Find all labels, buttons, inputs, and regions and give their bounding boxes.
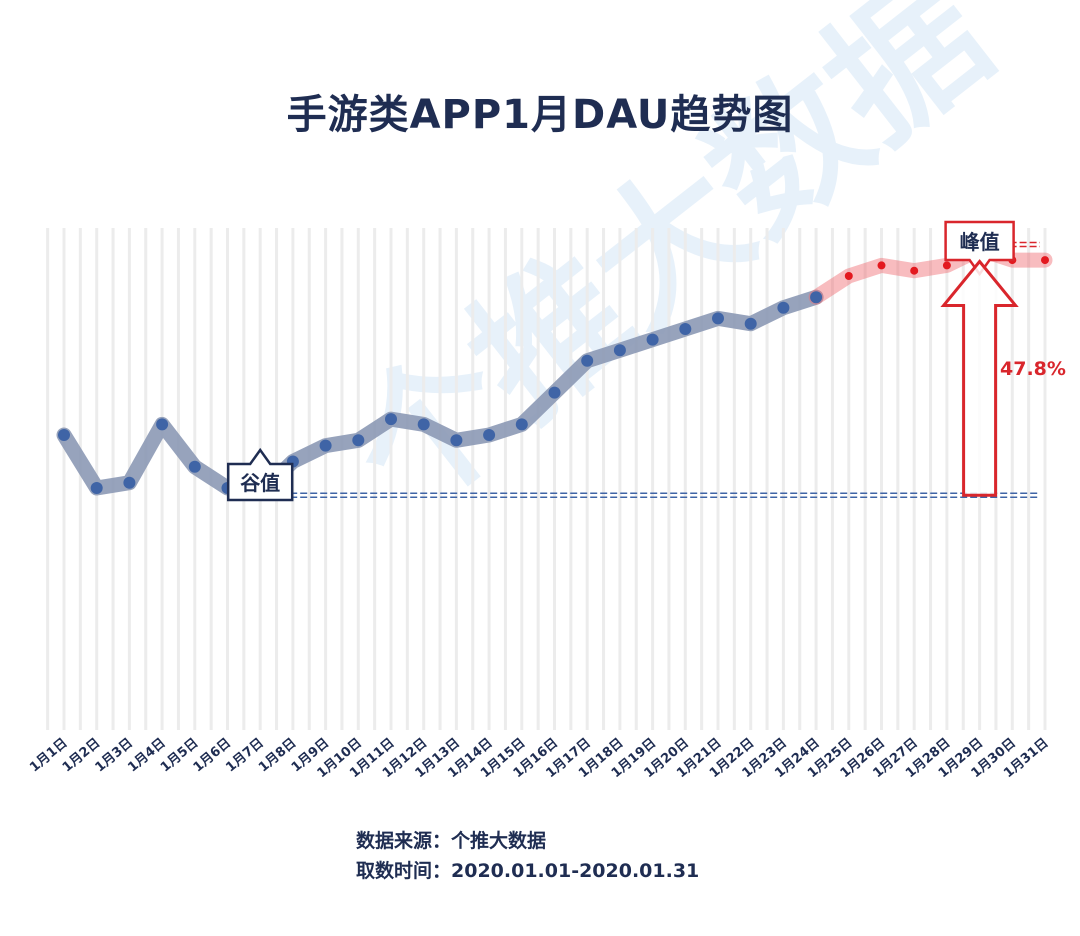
data-point [515,418,528,431]
x-axis-labels: 1月1日1月2日1月3日1月4日1月5日1月6日1月7日1月8日1月9日1月10… [27,736,1051,782]
data-point [90,482,103,494]
data-point [123,476,136,489]
data-point [744,317,757,330]
data-point [156,418,169,431]
annotations: 谷值 峰值 47.8% [226,220,1066,502]
data-point [352,434,365,447]
data-point [385,413,397,426]
data-point [942,261,951,270]
date-range-line: 取数时间：2020.01.01-2020.01.31 [356,860,700,882]
data-point [910,266,919,275]
data-point [810,291,823,304]
chart-title: 手游类APP1月DAU趋势图 [286,92,794,138]
source-note: 数据来源：个推大数据 取数时间：2020.01.01-2020.01.31 [356,826,699,886]
data-point [712,312,724,325]
data-point [483,429,496,441]
data-point [319,439,332,452]
data-point [188,460,201,473]
data-point [548,386,561,399]
data-point [581,354,594,367]
data-point [1041,256,1049,265]
data-point [679,323,692,335]
data-point [777,301,790,314]
source-line: 数据来源：个推大数据 [356,830,547,852]
data-point [613,344,626,357]
data-point [646,333,659,346]
valley-label: 谷值 [240,471,280,495]
peak-label: 峰值 [960,230,1000,254]
reference-lines [260,241,1040,499]
vertical-grid [46,228,1047,730]
data-point [417,418,430,431]
data-point [58,429,70,441]
data-point [844,272,853,280]
data-point [877,261,886,270]
data-point [450,434,463,447]
series-points [58,245,1049,500]
valley-callout-box [226,447,294,502]
increase-arrow [940,259,1019,497]
increase-percent: 47.8% [1000,358,1066,380]
